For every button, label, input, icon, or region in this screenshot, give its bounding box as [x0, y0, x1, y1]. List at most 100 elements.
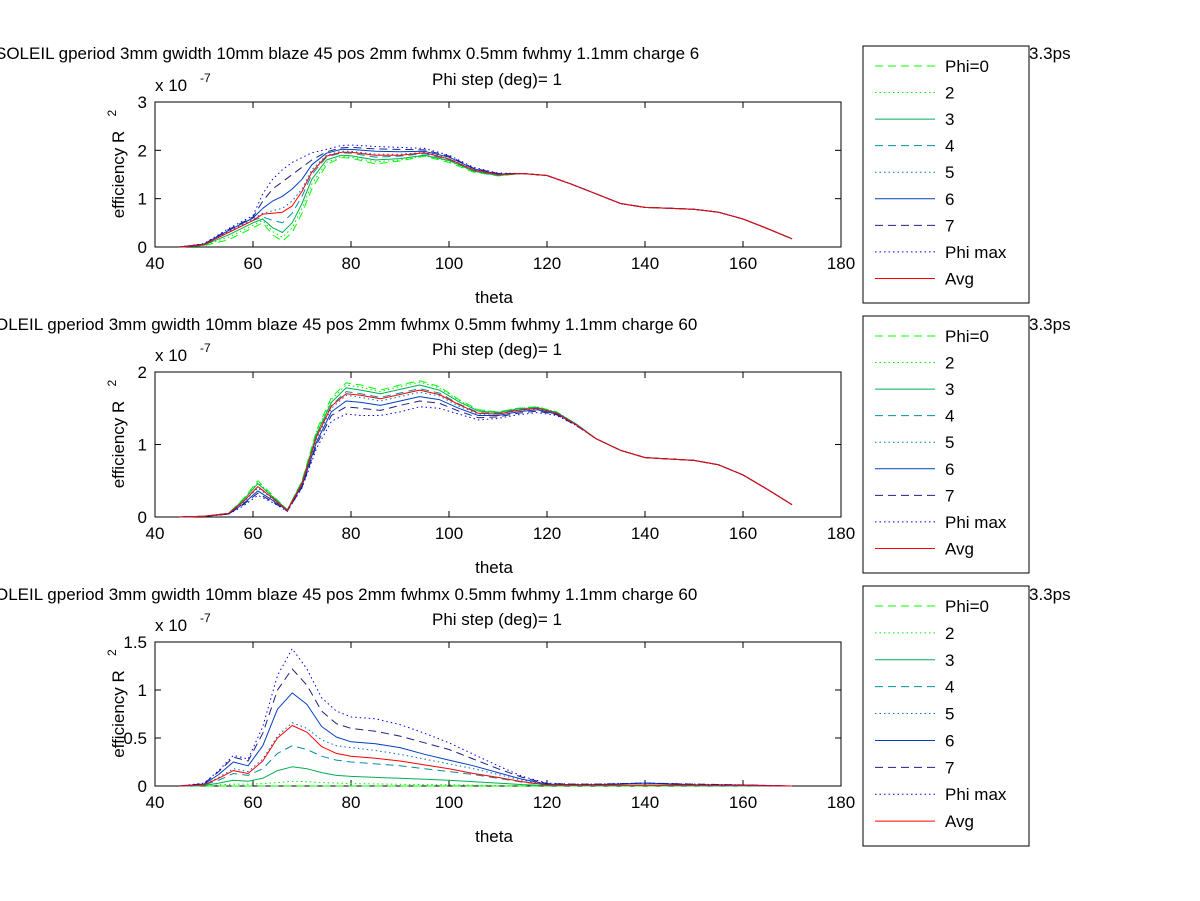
x-tick-label: 140 [631, 254, 659, 273]
chart-title-tail: 3.3ps [1029, 315, 1071, 334]
chart-title-tail: 3.3ps [1029, 44, 1071, 63]
legend-entry-label: 7 [945, 486, 954, 505]
x-tick-label: 160 [729, 254, 757, 273]
x-tick-label: 60 [244, 254, 263, 273]
x-tick-label: 140 [631, 793, 659, 812]
legend-entry-label: 7 [945, 758, 954, 777]
series-line-6 [179, 692, 793, 787]
legend-entry-label: Avg [945, 539, 974, 558]
legend-box [862, 585, 1030, 847]
axes-box [154, 371, 842, 518]
y-axis-label-group: efficiency R 2 [105, 380, 128, 489]
exponent-superscript: -7 [200, 71, 211, 85]
legend-entry-label: 2 [945, 624, 954, 643]
x-tick-label: 180 [827, 524, 855, 543]
series-line-avg [179, 151, 793, 248]
y-axis-label: efficiency R [109, 401, 128, 489]
legend-entry-label: Avg [945, 812, 974, 831]
legend-entry-label: Phi max [945, 243, 1007, 262]
x-tick-label: 160 [729, 793, 757, 812]
chart-subtitle: Phi step (deg)= 1 [432, 610, 562, 629]
exponent-superscript: -7 [200, 341, 211, 355]
y-axis-label: efficiency R [109, 670, 128, 758]
chart-panel-1: SOLEIL gperiod 3mm gwidth 10mm blaze 45 … [0, 44, 1071, 307]
series-line-avg [179, 725, 793, 787]
series-line-6 [179, 148, 793, 248]
series-line-2 [179, 155, 793, 248]
y-tick-label: 0 [138, 777, 147, 796]
y-tick-label: 0 [138, 238, 147, 257]
legend-entry-label: 5 [945, 705, 954, 724]
legend-entry-label: Phi max [945, 513, 1007, 532]
legend-entry-label: Phi=0 [945, 57, 989, 76]
legend-entry-label: 3 [945, 110, 954, 129]
series-line-avg [179, 389, 793, 518]
chart-title: OLEIL gperiod 3mm gwidth 10mm blaze 45 p… [0, 585, 697, 604]
x-tick-label: 40 [146, 254, 165, 273]
y-axis-label-group: efficiency R 2 [105, 110, 128, 219]
series-line-phi-max [179, 648, 793, 787]
series-line-3 [179, 154, 793, 248]
series-line-5 [179, 722, 793, 787]
chart-title: OLEIL gperiod 3mm gwidth 10mm blaze 45 p… [0, 315, 697, 334]
y-tick-label: 1.5 [123, 633, 147, 652]
x-tick-label: 120 [533, 793, 561, 812]
exponent-label: x 10 [155, 346, 187, 365]
series-line-4 [179, 745, 793, 787]
y-axis-label-superscript: 2 [105, 649, 119, 656]
legend-entry-label: 2 [945, 354, 954, 373]
legend-box [862, 315, 1030, 574]
legend: Phi=0 2 3 4 5 6 7 Phi max Avg [862, 585, 1030, 847]
x-axis-label: theta [475, 288, 513, 307]
legend: Phi=0 2 3 4 5 6 7 Phi max Avg [862, 315, 1030, 574]
y-tick-label: 1 [138, 190, 147, 209]
legend-entry-label: Phi max [945, 785, 1007, 804]
series-line-2 [179, 780, 793, 787]
chart-title-tail: 3.3ps [1029, 585, 1071, 604]
x-tick-label: 40 [146, 524, 165, 543]
series-line-7 [179, 668, 793, 787]
legend-entry-label: 5 [945, 163, 954, 182]
legend-entry-label: 3 [945, 651, 954, 670]
x-axis-label: theta [475, 558, 513, 577]
series-line-6 [179, 396, 793, 518]
x-tick-label: 100 [435, 254, 463, 273]
x-tick-label: 80 [342, 254, 361, 273]
legend-entry-label: Phi=0 [945, 597, 989, 616]
x-tick-label: 100 [435, 793, 463, 812]
chart-subtitle: Phi step (deg)= 1 [432, 70, 562, 89]
series-line-phi-max [179, 144, 793, 248]
exponent-label: x 10 [155, 616, 187, 635]
x-tick-label: 60 [244, 793, 263, 812]
x-tick-label: 160 [729, 524, 757, 543]
legend-entry-label: 3 [945, 380, 954, 399]
x-tick-label: 120 [533, 524, 561, 543]
x-tick-label: 180 [827, 793, 855, 812]
chart-subtitle: Phi step (deg)= 1 [432, 340, 562, 359]
y-tick-label: 2 [138, 141, 147, 160]
y-axis-label: efficiency R [109, 131, 128, 219]
y-tick-label: 3 [138, 93, 147, 112]
x-tick-label: 180 [827, 254, 855, 273]
y-axis-label-group: efficiency R 2 [105, 649, 128, 758]
legend-box [862, 45, 1030, 304]
x-tick-label: 80 [342, 524, 361, 543]
legend-entry-label: 7 [945, 216, 954, 235]
y-tick-label: 1 [138, 436, 147, 455]
series-line-7 [179, 146, 793, 248]
x-tick-label: 120 [533, 254, 561, 273]
y-axis-label-superscript: 2 [105, 380, 119, 387]
exponent-superscript: -7 [200, 611, 211, 625]
chart-panel-2: OLEIL gperiod 3mm gwidth 10mm blaze 45 p… [0, 315, 1071, 577]
legend-entry-label: 2 [945, 84, 954, 103]
y-tick-label: 0 [138, 508, 147, 527]
legend-entry-label: 5 [945, 433, 954, 452]
x-axis-label: theta [475, 827, 513, 846]
y-axis-label-superscript: 2 [105, 110, 119, 117]
chart-panel-3: OLEIL gperiod 3mm gwidth 10mm blaze 45 p… [0, 585, 1071, 847]
axes-box [154, 641, 842, 787]
x-tick-label: 60 [244, 524, 263, 543]
legend: Phi=0 2 3 4 5 6 7 Phi max Avg [862, 45, 1030, 304]
axes-box [154, 101, 842, 248]
